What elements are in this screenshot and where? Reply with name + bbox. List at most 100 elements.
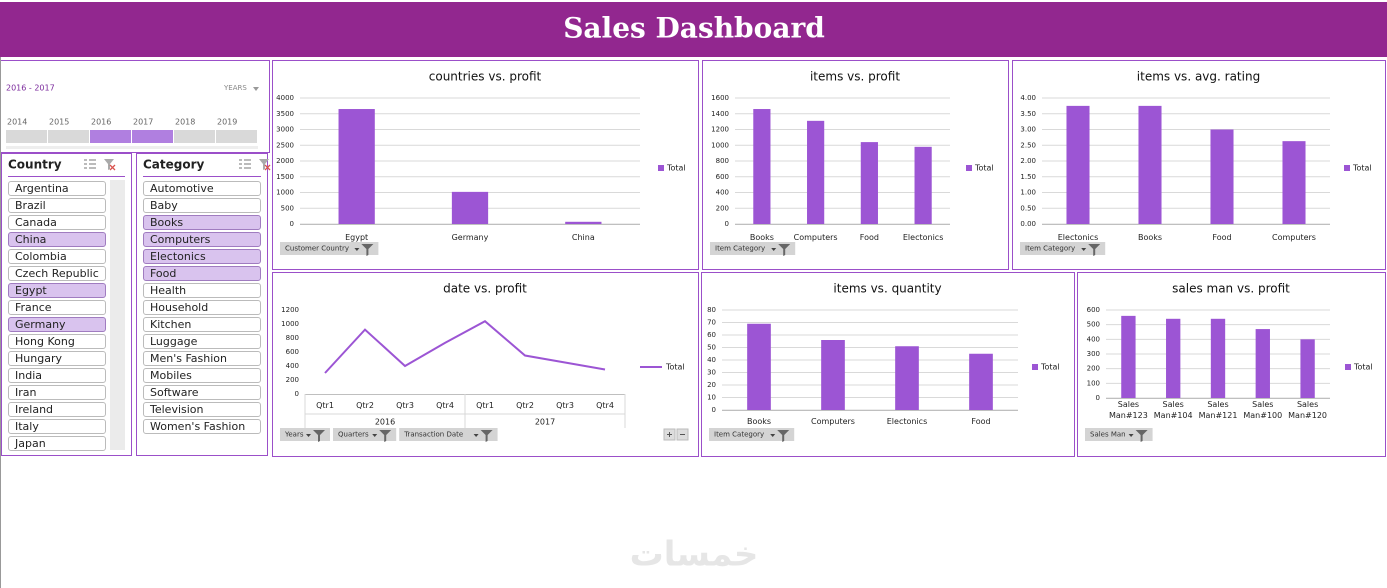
slicer-item[interactable]: Men's Fashion bbox=[143, 351, 261, 366]
filter-icon[interactable] bbox=[379, 430, 392, 442]
filter-arrow[interactable] bbox=[306, 434, 311, 437]
bar bbox=[914, 146, 932, 224]
slicer-item[interactable]: Germany bbox=[8, 317, 106, 332]
filter-arrow[interactable] bbox=[473, 434, 479, 437]
slicer-item[interactable]: Brazil bbox=[8, 198, 106, 213]
multi-select-icon[interactable] bbox=[84, 159, 96, 169]
filter-label[interactable]: Customer Country bbox=[285, 245, 349, 253]
y-tick-label: 0.00 bbox=[1020, 220, 1036, 228]
expand-icon[interactable] bbox=[667, 432, 672, 437]
filter-label[interactable]: Item Category bbox=[715, 245, 765, 253]
filter-icon[interactable] bbox=[361, 244, 374, 256]
filter-button[interactable] bbox=[709, 428, 795, 441]
timeline-year[interactable]: 2018 bbox=[175, 118, 195, 127]
slicer-item[interactable]: India bbox=[8, 368, 106, 383]
filter-button[interactable] bbox=[280, 242, 379, 255]
slicer-item[interactable]: Baby bbox=[143, 198, 261, 213]
multi-select-icon[interactable] bbox=[239, 159, 251, 169]
filter-icon[interactable] bbox=[480, 430, 493, 442]
y-tick-label: 1200 bbox=[711, 126, 729, 134]
clear-filter-icon[interactable] bbox=[259, 159, 269, 170]
slicer-item[interactable]: Women's Fashion bbox=[143, 419, 261, 434]
filter-button[interactable] bbox=[1085, 428, 1153, 441]
x-tick-label: Books bbox=[746, 417, 772, 426]
slicer-item[interactable]: Argentina bbox=[8, 181, 106, 196]
filter-label[interactable]: Quarters bbox=[338, 431, 369, 439]
slicer-item[interactable]: Japan bbox=[8, 436, 106, 451]
clear-filter-x[interactable] bbox=[264, 164, 271, 171]
filter-arrow[interactable] bbox=[354, 248, 360, 251]
slicer-item[interactable]: China bbox=[8, 232, 106, 247]
timeline-cell[interactable] bbox=[6, 130, 47, 143]
x-group-label: 2017 bbox=[535, 418, 555, 427]
x-tick-label: Qtr1 bbox=[476, 401, 494, 410]
x-tick-label: Food bbox=[1212, 233, 1232, 242]
slicer-item[interactable]: Czech Republic bbox=[8, 266, 106, 281]
timeline-year[interactable]: 2016 bbox=[91, 118, 111, 127]
slicer-item[interactable]: Books bbox=[143, 215, 261, 230]
slicer-item[interactable]: Television bbox=[143, 402, 261, 417]
filter-label[interactable]: Years bbox=[284, 431, 304, 439]
filter-icon[interactable] bbox=[1088, 244, 1101, 256]
line bbox=[324, 319, 606, 374]
filter-button[interactable] bbox=[333, 428, 397, 441]
x-tick-label: Electonics bbox=[886, 417, 928, 426]
slicer-item[interactable]: Computers bbox=[143, 232, 261, 247]
timeline-cell[interactable] bbox=[174, 130, 215, 143]
timeline-year[interactable]: 2019 bbox=[217, 118, 237, 127]
slicer-scrollbar[interactable] bbox=[110, 180, 125, 450]
slicer-item[interactable]: Luggage bbox=[143, 334, 261, 349]
timeline-cell[interactable] bbox=[90, 130, 131, 143]
slicer-item[interactable]: Egypt bbox=[8, 283, 106, 298]
filter-button[interactable] bbox=[399, 428, 498, 441]
timeline-cell[interactable] bbox=[48, 130, 89, 143]
x-tick-label: China bbox=[571, 233, 595, 242]
clear-filter-icon[interactable] bbox=[104, 159, 114, 170]
slicer-item[interactable]: France bbox=[8, 300, 106, 315]
filter-arrow[interactable] bbox=[1128, 434, 1134, 437]
filter-label[interactable]: Sales Man bbox=[1090, 431, 1126, 439]
slicer-item[interactable]: Italy bbox=[8, 419, 106, 434]
timeline-unit[interactable]: YEARS bbox=[223, 84, 247, 92]
filter-arrow[interactable] bbox=[770, 434, 776, 437]
filter-button[interactable] bbox=[1020, 242, 1106, 255]
filter-arrow[interactable] bbox=[1081, 248, 1087, 251]
filter-label[interactable]: Transaction Date bbox=[403, 431, 463, 439]
clear-filter-x[interactable] bbox=[109, 164, 116, 171]
filter-icon[interactable] bbox=[313, 430, 325, 442]
slicer-item[interactable]: Ireland bbox=[8, 402, 106, 417]
filter-arrow[interactable] bbox=[372, 434, 378, 437]
y-tick-label: 1000 bbox=[711, 141, 729, 149]
slicer-item[interactable]: Software bbox=[143, 385, 261, 400]
timeline-cell[interactable] bbox=[216, 130, 257, 143]
slicer-item[interactable]: Hong Kong bbox=[8, 334, 106, 349]
slicer-item[interactable]: Mobiles bbox=[143, 368, 261, 383]
filter-label[interactable]: Item Category bbox=[714, 431, 764, 439]
slicer-item[interactable]: Health bbox=[143, 283, 261, 298]
slicer-item[interactable]: Hungary bbox=[8, 351, 106, 366]
slicer-item[interactable]: Electonics bbox=[143, 249, 261, 264]
timeline-year[interactable]: 2017 bbox=[133, 118, 153, 127]
slicer-item[interactable]: Colombia bbox=[8, 249, 106, 264]
filter-icon[interactable] bbox=[1135, 430, 1148, 442]
timeline-year[interactable]: 2014 bbox=[7, 118, 27, 127]
filter-label[interactable]: Item Category bbox=[1025, 245, 1075, 253]
timeline-cell[interactable] bbox=[132, 130, 173, 143]
y-tick-label: 30 bbox=[707, 369, 716, 377]
slicer-item[interactable]: Kitchen bbox=[143, 317, 261, 332]
filter-arrow[interactable] bbox=[771, 248, 777, 251]
y-tick-label: 20 bbox=[707, 381, 716, 389]
slicer-item[interactable]: Food bbox=[143, 266, 261, 281]
slicer-item[interactable]: Iran bbox=[8, 385, 106, 400]
slicer-item[interactable]: Automotive bbox=[143, 181, 261, 196]
filter-icon[interactable] bbox=[778, 244, 791, 256]
y-tick-label: 600 bbox=[286, 348, 299, 356]
y-tick-label: 400 bbox=[1087, 335, 1100, 343]
filter-button[interactable] bbox=[710, 242, 796, 255]
slicer-item[interactable]: Household bbox=[143, 300, 261, 315]
legend-label: Total bbox=[1040, 363, 1060, 372]
filter-icon[interactable] bbox=[777, 430, 790, 442]
timeline-year[interactable]: 2015 bbox=[49, 118, 69, 127]
slicer-item[interactable]: Canada bbox=[8, 215, 106, 230]
dropdown-arrow[interactable] bbox=[253, 87, 259, 91]
